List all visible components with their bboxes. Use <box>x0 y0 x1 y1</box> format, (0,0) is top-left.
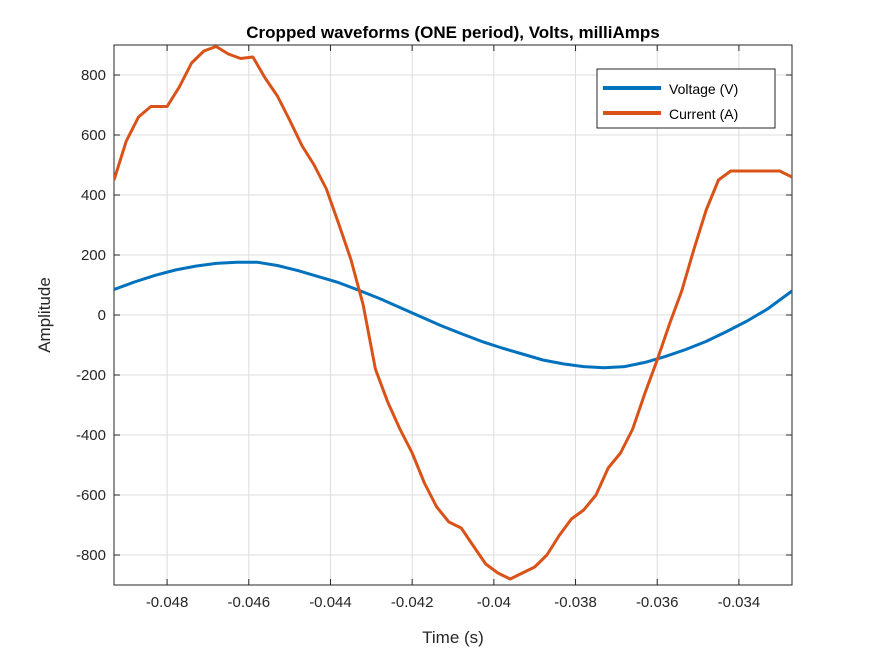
legend-label-current: Current (A) <box>669 106 738 122</box>
chart-title: Cropped waveforms (ONE period), Volts, m… <box>246 23 659 42</box>
x-tick-label: -0.044 <box>309 594 352 611</box>
series-line-current <box>114 45 792 581</box>
ticks: -0.048 -0.046 -0.044 -0.042 -0.04 -0.038 -0.03… <box>76 45 792 611</box>
y-tick-label: 0 <box>98 307 106 324</box>
y-tick-label: 800 <box>81 67 106 84</box>
grid <box>114 45 792 585</box>
x-tick-label: -0.038 <box>554 594 597 611</box>
y-tick-label: -200 <box>76 367 106 384</box>
series-layer <box>114 45 792 581</box>
x-tick-label: -0.036 <box>636 594 679 611</box>
x-tick-label: -0.046 <box>228 594 271 611</box>
legend-box <box>596 68 776 129</box>
y-tick-label: -400 <box>76 427 106 444</box>
x-tick-label: -0.048 <box>146 594 189 611</box>
y-tick-label: -600 <box>76 487 106 504</box>
x-axis-label: Time (s) <box>422 628 484 647</box>
series-line-voltage <box>114 260 792 370</box>
y-tick-label: -800 <box>76 547 106 564</box>
y-tick-label: 600 <box>81 127 106 144</box>
x-tick-label: -0.034 <box>718 594 761 611</box>
y-tick-label: 400 <box>81 187 106 204</box>
y-tick-label: 200 <box>81 247 106 264</box>
legend: Voltage (V) Current (A) <box>596 68 776 129</box>
x-tick-label: -0.042 <box>391 594 434 611</box>
x-tick-label: -0.04 <box>477 594 511 611</box>
legend-label-voltage: Voltage (V) <box>669 81 738 97</box>
y-axis-label: Amplitude <box>35 277 54 353</box>
